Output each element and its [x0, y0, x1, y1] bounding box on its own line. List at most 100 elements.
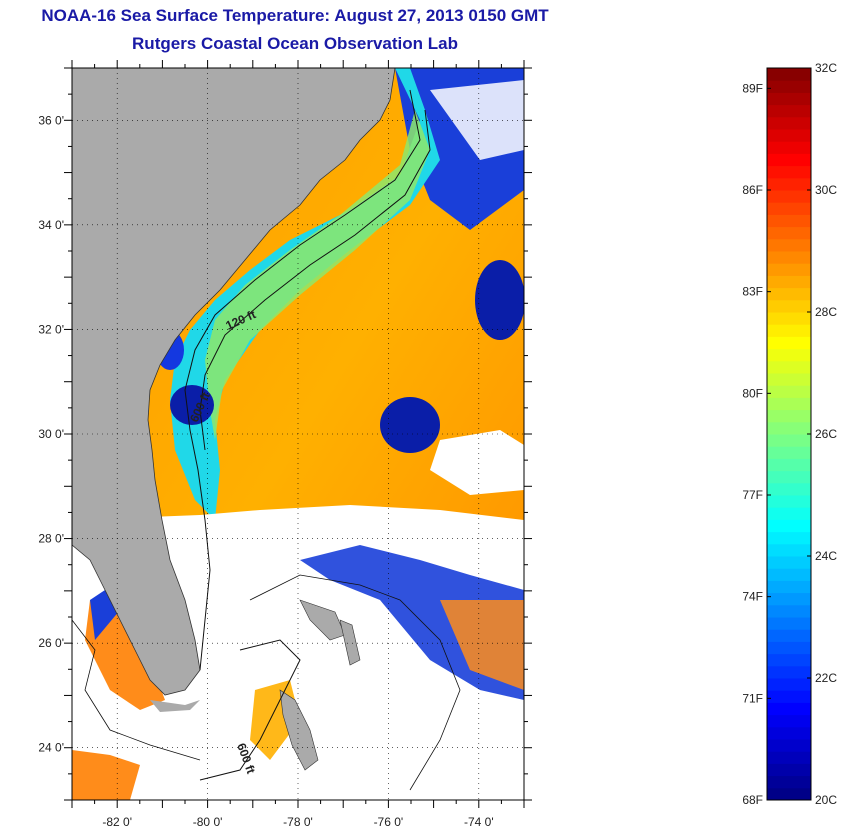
colorbar-cell: [767, 385, 811, 398]
fahrenheit-label: 86F: [742, 183, 763, 197]
lat-tick-label: 24 0': [38, 741, 64, 755]
fahrenheit-label: 71F: [742, 691, 763, 705]
colorbar-cell: [767, 68, 811, 81]
colorbar-cell: [767, 421, 811, 435]
lat-tick-label: 28 0': [38, 532, 64, 546]
map-graticule: [72, 68, 524, 800]
lat-tick-label: 30 0': [38, 427, 64, 441]
colorbar-cell: [767, 592, 811, 606]
colorbar-cell: [767, 251, 811, 264]
cloud-patch-offshore: [380, 397, 440, 453]
colorbar-cell: [767, 312, 811, 325]
fahrenheit-label: 80F: [742, 386, 763, 400]
cloud-patch-coast: [170, 385, 214, 425]
celsius-label: 24C: [815, 549, 837, 563]
lon-tick-label: -80 0': [193, 815, 223, 829]
celsius-label: 28C: [815, 305, 837, 319]
contour-600ft-north: [199, 109, 431, 451]
cloud-patch-east: [475, 260, 524, 340]
colorbar-cell: [767, 214, 811, 228]
colorbar-cell: [767, 690, 811, 703]
colorbar-cell: [767, 787, 811, 801]
celsius-label: 20C: [815, 793, 837, 807]
land-grand-bahama: [299, 599, 346, 641]
colorbar-cell: [767, 519, 811, 533]
colorbar-cell: [767, 141, 811, 154]
colorbar-cell: [767, 653, 811, 667]
colorbar-cell: [767, 165, 811, 179]
chart-subtitle: Rutgers Coastal Ocean Observation Lab: [132, 34, 458, 53]
land-florida-keys: [150, 700, 200, 712]
colorbar-cell: [767, 190, 811, 203]
colorbar-cell: [767, 629, 811, 642]
colorbar-cell: [767, 604, 811, 618]
colorbar-cell: [767, 238, 811, 252]
colorbar-cell: [767, 434, 811, 447]
fahrenheit-label: 77F: [742, 488, 763, 502]
colorbar-cell: [767, 751, 811, 764]
colorbar-cell: [767, 739, 811, 752]
contour-120ft: [184, 89, 421, 671]
colorbar-cell: [767, 470, 811, 484]
colorbar-cell: [767, 275, 811, 289]
shelf-green-band: [205, 110, 430, 440]
fahrenheit-label: 83F: [742, 285, 763, 299]
colorbar-cell: [767, 263, 811, 276]
colorbar-cell: [767, 409, 811, 423]
colorbar-cell: [767, 665, 811, 679]
celsius-label: 22C: [815, 671, 837, 685]
colorbar-cell: [767, 202, 811, 215]
contour-600ft-south: [199, 639, 301, 781]
colorbar-cell: [767, 714, 811, 728]
lat-tick-label: 34 0': [38, 218, 64, 232]
lon-tick-label: -82 0': [102, 815, 132, 829]
celsius-label: 26C: [815, 427, 837, 441]
colorbar-cell: [767, 299, 811, 313]
colorbar-cell: [767, 373, 811, 386]
colorbar-cell: [767, 116, 811, 130]
land-andros: [279, 689, 319, 771]
colorbar-cells: [767, 68, 811, 801]
contour-bahamas: [249, 574, 461, 791]
colorbar-cell: [767, 495, 811, 508]
colorbar-cell: [767, 324, 811, 337]
colorbar-cell: [767, 348, 811, 362]
colorbar-cell: [767, 678, 811, 691]
colorbar-cell: [767, 702, 811, 716]
fahrenheit-label: 89F: [742, 81, 763, 95]
colorbar-cell: [767, 446, 811, 459]
colorbar-cell: [767, 641, 811, 655]
cloud-center: [430, 430, 524, 495]
colorbar-cell: [767, 397, 811, 411]
colorbar-cell: [767, 80, 811, 93]
colorbar-cell: [767, 568, 811, 581]
contour-gulf: [72, 619, 201, 761]
lat-tick-label: 26 0': [38, 636, 64, 650]
colorbar-cell: [767, 507, 811, 520]
lon-tick-label: -76 0': [374, 815, 404, 829]
colorbar-cell: [767, 153, 811, 167]
lat-tick-label: 36 0': [38, 113, 64, 127]
colorbar-cell: [767, 531, 811, 545]
colorbar-cell: [767, 556, 811, 569]
colorbar-cell: [767, 104, 811, 118]
colorbar-cell: [767, 226, 811, 240]
fahrenheit-label: 74F: [742, 590, 763, 604]
ocean-warm-sw: [72, 750, 140, 800]
chart-title: NOAA-16 Sea Surface Temperature: August …: [41, 6, 549, 25]
lon-tick-label: -78 0': [283, 815, 313, 829]
colorbar-labels: 32C 30C 28C 26C 24C 22C 20C 89F 86F 83F 80F 77F 74F 7…: [742, 61, 837, 807]
lon-tick-label: -74 0': [464, 815, 494, 829]
colorbar-cell: [767, 543, 811, 557]
colorbar-cell: [767, 287, 811, 301]
colorbar-cell: [767, 177, 811, 191]
lat-tick-label: 32 0': [38, 322, 64, 336]
colorbar-cell: [767, 763, 811, 777]
colorbar-cell: [767, 360, 811, 374]
celsius-label: 32C: [815, 61, 837, 75]
land-abaco: [339, 619, 361, 666]
colorbar-cell: [767, 580, 811, 594]
colorbar-cell: [767, 336, 811, 350]
colorbar-cell: [767, 129, 811, 142]
